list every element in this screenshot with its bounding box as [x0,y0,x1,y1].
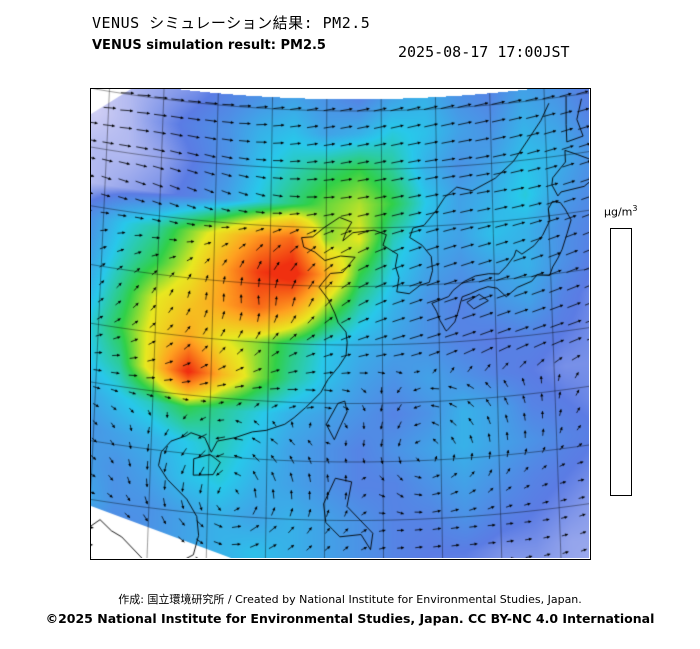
colorbar-unit-label: µg/m3 [604,204,638,219]
colorbar: µg/m3 [602,202,699,514]
pm25-heatmap-wind-canvas [91,89,589,558]
longitude-axis [91,560,590,576]
colorbar-gradient [610,228,632,496]
page-title-english: VENUS simulation result: PM2.5 [92,38,326,53]
page-title-japanese: VENUS シミュレーション結果: PM2.5 [92,14,371,32]
latitude-axis [51,89,87,559]
pm25-map-plot [90,88,591,560]
license-line: ©2025 National Institute for Environment… [45,611,655,626]
credit-line: 作成: 国立環境研究所 / Created by National Instit… [118,593,582,606]
forecast-timestamp: 2025-08-17 17:00JST [398,43,570,61]
